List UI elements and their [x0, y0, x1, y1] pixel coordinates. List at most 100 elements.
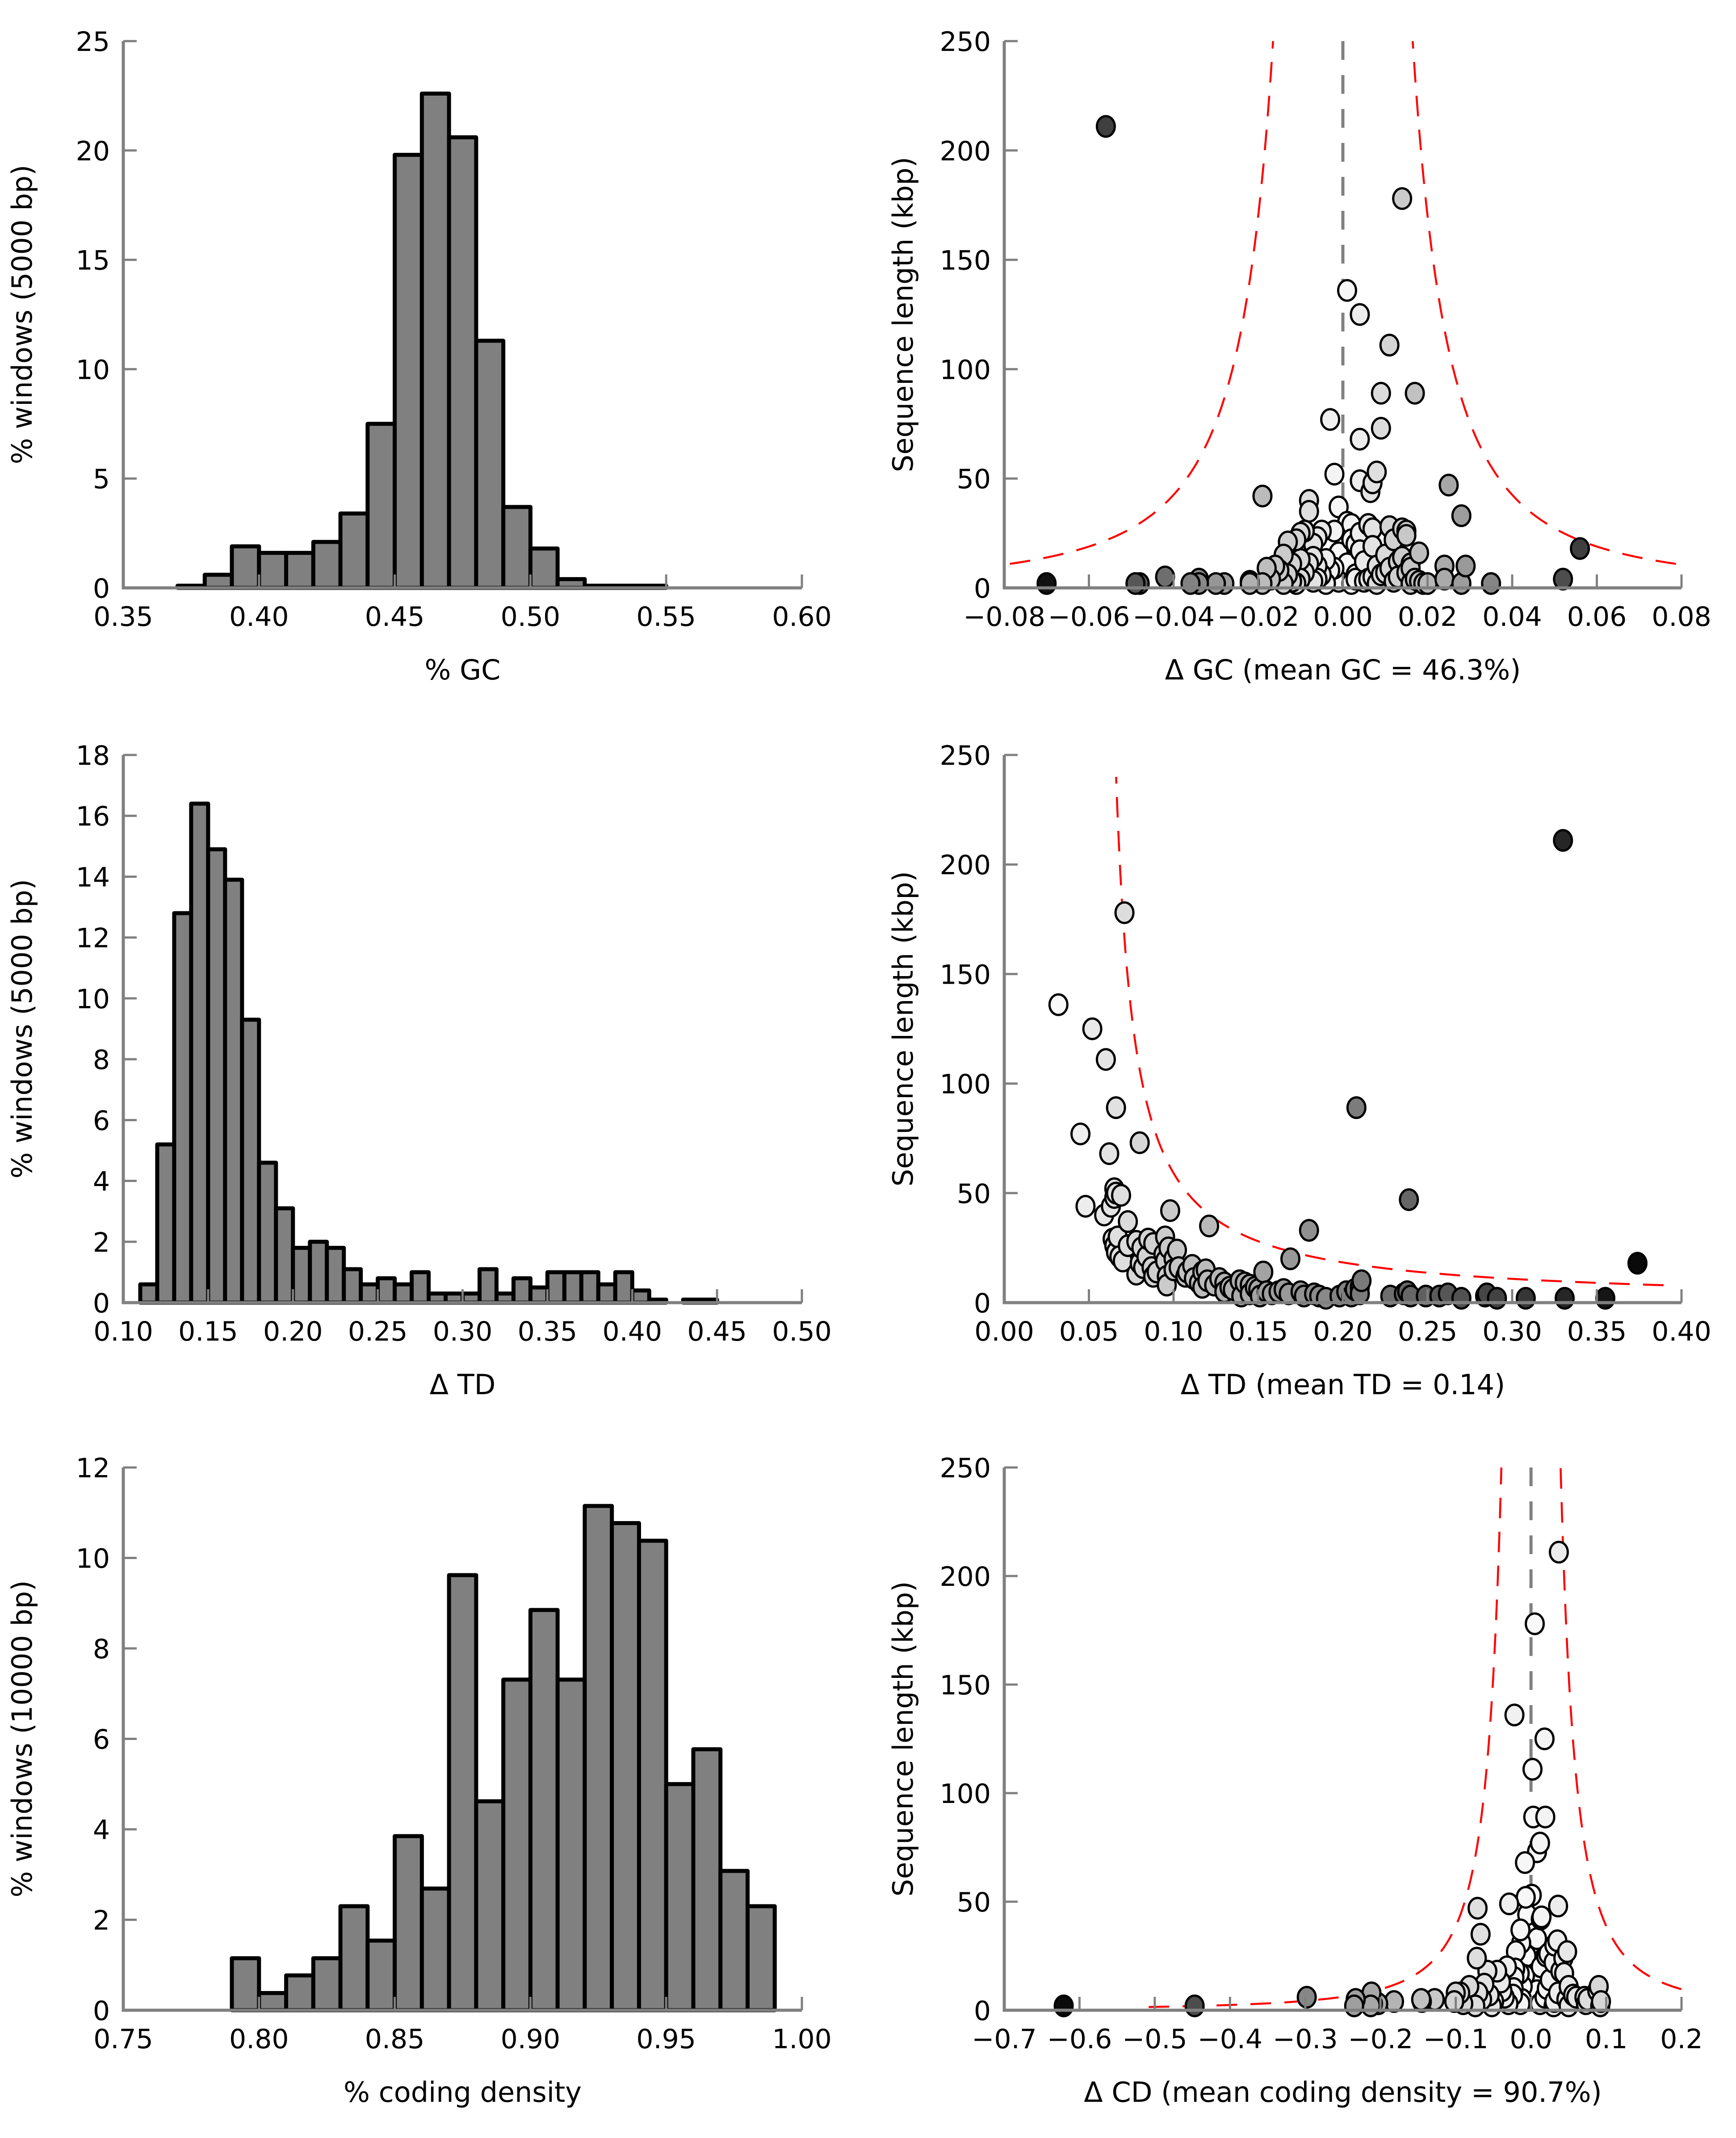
- data-point: [1534, 1727, 1555, 1750]
- data-point: [1048, 993, 1069, 1016]
- y-tick-label: 100: [939, 1778, 991, 1810]
- y-tick-label: 10: [76, 354, 110, 386]
- data-point: [1627, 1252, 1648, 1275]
- data-point: [1455, 554, 1476, 578]
- x-tick-label: 0.30: [433, 1316, 493, 1347]
- data-point: [1252, 484, 1273, 507]
- y-tick-label: 100: [939, 1069, 991, 1100]
- x-tick-label: 0.90: [501, 2024, 561, 2055]
- histogram-bar: [257, 1161, 278, 1305]
- histogram-bar: [579, 1270, 600, 1305]
- histogram-bar: [189, 801, 210, 1305]
- histogram-bar: [240, 1018, 261, 1305]
- threshold-curve: [1149, 1467, 1503, 2008]
- histogram-bar: [308, 1240, 329, 1305]
- histogram-bar: [365, 422, 397, 590]
- histogram-bar: [376, 1276, 397, 1305]
- y-axis-label: % windows (5000 bp): [6, 165, 38, 464]
- histogram-bar: [230, 544, 261, 590]
- data-point: [1320, 408, 1341, 431]
- histogram-bar: [501, 1677, 533, 2012]
- x-tick-label: 0.55: [636, 601, 696, 633]
- data-point: [1399, 1188, 1419, 1212]
- data-point: [1557, 1940, 1577, 1963]
- x-tick-label: 0.00: [974, 1316, 1034, 1347]
- histogram-bar: [637, 1539, 668, 2012]
- x-tick-label: 0.08: [1652, 601, 1711, 633]
- data-point: [1405, 381, 1425, 405]
- histogram-bar: [223, 877, 244, 1305]
- y-tick-label: 0: [93, 1288, 110, 1319]
- x-axis-label: % GC: [425, 654, 501, 686]
- x-tick-label: 0.40: [602, 1316, 662, 1347]
- x-tick-label: 0.85: [365, 2024, 425, 2055]
- y-axis-label: % windows (5000 bp): [6, 879, 38, 1178]
- data-point: [1118, 1210, 1138, 1233]
- data-point: [1206, 572, 1226, 595]
- histogram-bar: [155, 1142, 176, 1305]
- histogram-bar: [257, 551, 289, 590]
- histogram-bar: [419, 92, 451, 590]
- histogram-bar: [257, 1991, 289, 2012]
- x-tick-label: 0.02: [1398, 601, 1458, 633]
- x-tick-label: 0.25: [348, 1316, 408, 1347]
- threshold-curve: [1115, 776, 1664, 1287]
- data-point: [1324, 462, 1345, 486]
- gc-hist-panel: 0 5 10 15 20 25 0.35 0.40 0.45 0.50 0.55 0.60 % GC % …: [6, 26, 832, 686]
- y-tick-label: 4: [93, 1166, 110, 1198]
- histogram-bar: [477, 1267, 499, 1305]
- data-point: [1111, 1184, 1132, 1207]
- x-tick-label: 0.50: [772, 1316, 832, 1347]
- x-tick-label: 0.00: [1313, 601, 1373, 633]
- data-point: [1451, 1287, 1472, 1310]
- data-point: [1299, 1219, 1319, 1242]
- y-tick-label: 12: [76, 1453, 110, 1484]
- histogram-bar: [447, 1573, 478, 2012]
- y-axis-label: Sequence length (kbp): [887, 157, 919, 472]
- x-tick-label: 0.50: [501, 601, 561, 633]
- y-tick-label: 200: [939, 850, 991, 881]
- y-tick-label: 150: [939, 959, 991, 990]
- histogram-bar: [528, 1285, 549, 1305]
- x-tick-label: 0.95: [636, 2024, 696, 2055]
- x-tick-label: 0.10: [93, 1316, 153, 1347]
- x-tick-label: 0.40: [229, 601, 289, 633]
- x-tick-label: 0.20: [263, 1316, 323, 1347]
- histogram-bar: [393, 153, 424, 590]
- data-point: [1350, 428, 1370, 451]
- histogram-bar: [501, 505, 533, 590]
- histogram-bar: [393, 1282, 414, 1305]
- td-scatter-panel: 0 50 100 150 200 250 0.00 0.05 0.10 0.15 0.20 0.25 0…: [887, 740, 1711, 1401]
- x-tick-label: 0.30: [1482, 1316, 1542, 1347]
- histogram-bar: [511, 1276, 533, 1305]
- histogram-bar: [206, 847, 227, 1305]
- x-tick-label: 0.40: [1652, 1316, 1711, 1347]
- y-tick-label: 14: [76, 862, 110, 893]
- y-tick-label: 0: [93, 573, 110, 604]
- data-point: [1296, 1986, 1317, 2009]
- data-point: [1036, 572, 1057, 595]
- data-point: [1510, 1918, 1531, 1941]
- data-point: [1525, 1612, 1545, 1635]
- histogram-bar: [555, 1677, 587, 2012]
- y-tick-label: 100: [939, 354, 991, 386]
- cd-hist-panel: 0 2 4 6 8 10 12 0.75 0.80 0.85 0.90 0.95 1.00 % codin…: [6, 1453, 832, 2109]
- x-tick-label: 0.35: [1567, 1316, 1627, 1347]
- x-tick-label: 0.35: [93, 601, 153, 633]
- data-point: [1346, 1096, 1367, 1119]
- data-point: [1344, 1994, 1364, 2017]
- data-point: [1125, 572, 1146, 595]
- data-point: [1481, 572, 1501, 595]
- x-tick-label: −0.1: [1423, 2024, 1489, 2055]
- x-tick-label: 0.04: [1482, 601, 1542, 633]
- data-point: [1106, 1096, 1126, 1119]
- data-point: [1379, 334, 1400, 357]
- data-point: [1075, 1195, 1096, 1218]
- data-point: [1299, 500, 1319, 523]
- histogram-bar: [338, 1904, 370, 2012]
- data-point: [1499, 1892, 1519, 1916]
- data-point: [1487, 1287, 1507, 1310]
- data-point: [1548, 1895, 1568, 1918]
- histogram-bar: [393, 1834, 424, 2012]
- threshold-curve: [1412, 41, 1676, 565]
